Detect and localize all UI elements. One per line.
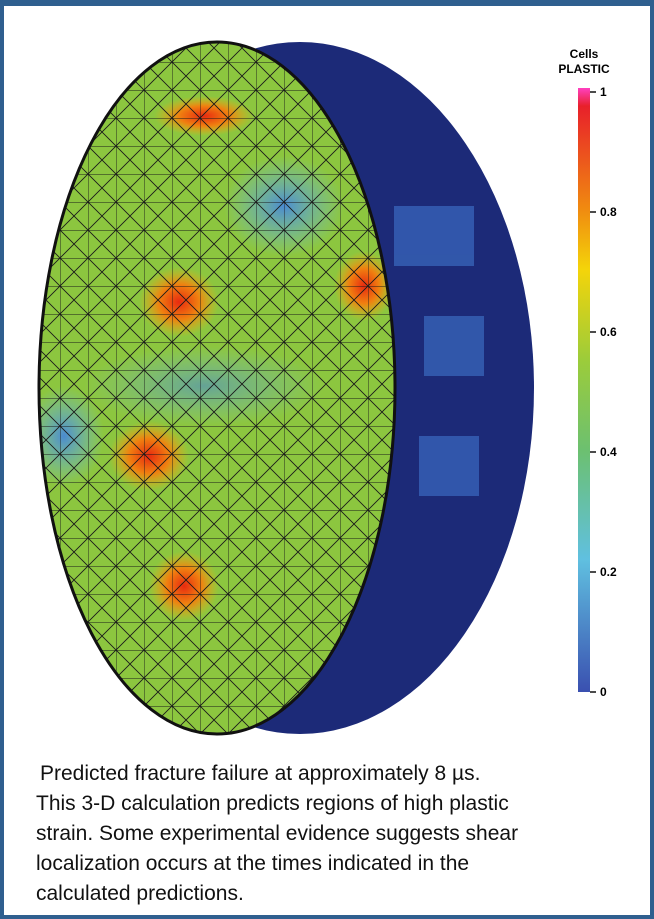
colorbar-title: PLASTIC [558,62,610,76]
colorbar [578,88,590,692]
colorbar-tick-label: 1 [600,85,607,99]
colorbar-tick-label: 0.2 [600,565,617,579]
colorbar-title: Cells [570,47,599,61]
colorbar-tick-label: 0.6 [600,325,617,339]
hemisphere [24,36,534,746]
caption-line: Predicted fracture failure at approximat… [40,762,480,786]
colorbar-tick-label: 0 [600,685,607,699]
colorbar-tick-label: 0.8 [600,205,617,219]
caption-line: localization occurs at the times indicat… [36,852,469,876]
caption-line: strain. Some experimental evidence sugge… [36,822,518,846]
caption-line: calculated predictions. [36,882,244,906]
caption-line: This 3-D calculation predicts regions of… [36,792,509,816]
colorbar-tick-label: 0.4 [600,445,617,459]
figure: Cells PLASTIC 1 0.8 0.6 0.4 0.2 0 Predicted f… [0,0,654,919]
